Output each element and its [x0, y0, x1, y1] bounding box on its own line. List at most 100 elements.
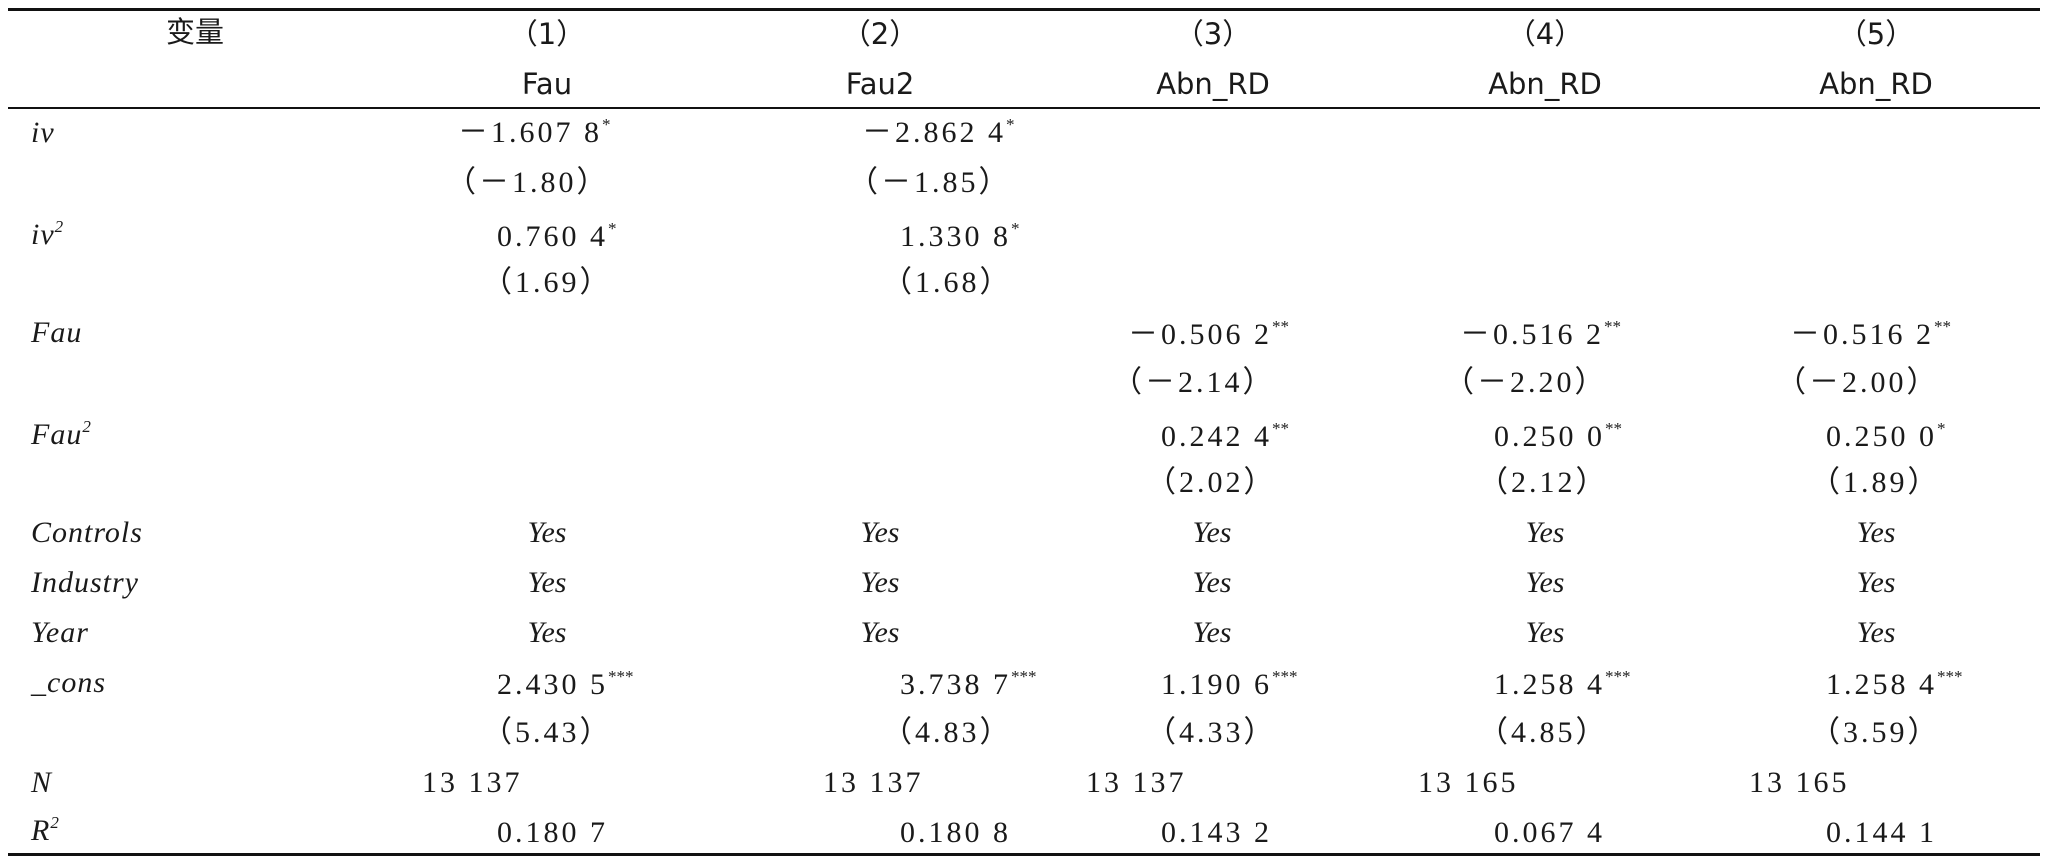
- header-col-4-number: （4）: [1506, 17, 1584, 51]
- header-col-1-name: Fau: [521, 67, 573, 101]
- tstat-iv-col2: （－1.85）: [848, 166, 1012, 199]
- significance-stars: ***: [1272, 667, 1298, 686]
- tstat-fau-col4: （－2.20）: [1444, 366, 1608, 399]
- row-label-industry: Industry: [31, 566, 139, 599]
- r2-col2: 0.180 8: [900, 816, 1011, 849]
- header-col-3-name: Abn_RD: [1156, 67, 1270, 101]
- significance-stars: *: [1006, 115, 1015, 134]
- significance-stars: *: [1011, 219, 1020, 238]
- n-col3: 13 137: [1086, 766, 1187, 799]
- header-variable-label: 变量: [165, 15, 224, 49]
- row-label-fau-squared: Fau2: [31, 417, 91, 451]
- tstat-fau2-col3: （2.02）: [1146, 466, 1277, 499]
- label-superscript: 2: [82, 417, 91, 436]
- tstat-cons-col2: （4.83）: [882, 716, 1013, 749]
- coef-fau2-col3: 0.242 4**: [1161, 420, 1289, 453]
- tstat-fau2-col5: （1.89）: [1810, 466, 1941, 499]
- n-col5: 13 165: [1749, 766, 1850, 799]
- tstat-cons-col1: （5.43）: [482, 716, 613, 749]
- label-text: Fau: [31, 418, 83, 451]
- row-label-r-squared: R2: [31, 814, 59, 847]
- year-col1: Yes: [527, 616, 567, 649]
- header-col-5-name: Abn_RD: [1819, 67, 1933, 101]
- coef-value: 1.258 4: [1494, 668, 1605, 701]
- header-col-4-name: Abn_RD: [1488, 67, 1602, 101]
- coef-fau-col4: －0.516 2**: [1460, 317, 1621, 351]
- controls-col1: Yes: [527, 516, 567, 549]
- row-label-cons: _cons: [31, 666, 106, 699]
- coef-value: 0.760 4: [497, 220, 608, 253]
- r2-col3: 0.143 2: [1161, 816, 1272, 849]
- year-col3: Yes: [1192, 616, 1232, 649]
- significance-stars: **: [1604, 317, 1621, 336]
- coef-value: 1.330 8: [900, 220, 1011, 253]
- significance-stars: *: [608, 219, 617, 238]
- label-text: iv: [31, 218, 55, 251]
- coef-iv2-col2: 1.330 8*: [900, 219, 1020, 253]
- top-rule: [8, 8, 2040, 11]
- n-col2: 13 137: [823, 766, 924, 799]
- significance-stars: ***: [1937, 667, 1963, 686]
- coef-value: 0.242 4: [1161, 420, 1272, 453]
- coef-fau2-col4: 0.250 0**: [1494, 420, 1622, 453]
- label-superscript: 2: [54, 217, 64, 236]
- industry-col3: Yes: [1192, 566, 1232, 599]
- coef-fau2-col5: 0.250 0*: [1826, 419, 1946, 453]
- r2-col5: 0.144 1: [1826, 816, 1937, 849]
- header-col-2-name: Fau2: [845, 67, 915, 101]
- coef-value: －0.516 2: [1790, 318, 1934, 351]
- significance-stars: ***: [1605, 667, 1631, 686]
- tstat-cons-col4: （4.85）: [1478, 716, 1609, 749]
- row-label-iv-squared: iv2: [31, 217, 64, 251]
- tstat-fau-col5: （－2.00）: [1776, 366, 1940, 399]
- coef-value: 1.190 6: [1161, 668, 1272, 701]
- n-col1: 13 137: [422, 766, 523, 799]
- industry-col4: Yes: [1525, 566, 1565, 599]
- industry-col1: Yes: [527, 566, 567, 599]
- significance-stars: ***: [1011, 667, 1037, 686]
- coef-iv-col2: －2.862 4*: [862, 115, 1015, 148]
- coef-value: 0.250 0: [1826, 420, 1937, 453]
- bottom-rule: [8, 853, 2040, 856]
- header-col-5-number: （5）: [1837, 17, 1915, 51]
- coef-cons-col1: 2.430 5***: [497, 668, 634, 701]
- header-col-1-number: （1）: [508, 17, 586, 51]
- coef-value: －0.506 2: [1128, 318, 1272, 351]
- r2-col1: 0.180 7: [497, 816, 608, 849]
- coef-value: －1.607 8: [458, 116, 602, 149]
- tstat-iv-col1: （－1.80）: [446, 166, 610, 199]
- coef-cons-col3: 1.190 6***: [1161, 667, 1298, 701]
- n-col4: 13 165: [1418, 766, 1519, 799]
- label-text: R: [31, 814, 51, 847]
- industry-col5: Yes: [1856, 566, 1896, 599]
- controls-col4: Yes: [1525, 516, 1565, 549]
- significance-stars: *: [1937, 419, 1946, 438]
- year-col5: Yes: [1856, 616, 1896, 649]
- header-col-3-number: （3）: [1174, 17, 1252, 51]
- industry-col2: Yes: [860, 566, 900, 599]
- significance-stars: **: [1272, 317, 1289, 336]
- tstat-iv2-col1: （1.69）: [482, 266, 613, 299]
- row-label-year: Year: [31, 616, 89, 649]
- header-rule: [8, 107, 2040, 109]
- coef-value: 2.430 5: [497, 668, 608, 701]
- tstat-iv2-col2: （1.68）: [882, 266, 1013, 299]
- header-col-2-number: （2）: [841, 17, 919, 51]
- coef-value: －0.516 2: [1460, 318, 1604, 351]
- coef-cons-col4: 1.258 4***: [1494, 667, 1631, 701]
- coef-fau-col3: －0.506 2**: [1128, 317, 1289, 351]
- coef-cons-col2: 3.738 7***: [900, 667, 1037, 701]
- coef-value: 0.250 0: [1494, 420, 1605, 453]
- row-label-iv: iv: [31, 116, 55, 149]
- row-label-controls: Controls: [31, 516, 143, 549]
- r2-col4: 0.067 4: [1494, 816, 1605, 849]
- coef-iv-col1: －1.607 8*: [458, 116, 611, 149]
- coef-value: 3.738 7: [900, 668, 1011, 701]
- controls-col5: Yes: [1856, 516, 1896, 549]
- year-col4: Yes: [1525, 616, 1565, 649]
- significance-stars: **: [1934, 317, 1951, 336]
- coef-value: 1.258 4: [1826, 668, 1937, 701]
- row-label-fau: Fau: [31, 316, 83, 349]
- tstat-cons-col3: （4.33）: [1146, 716, 1277, 749]
- coef-fau-col5: －0.516 2**: [1790, 317, 1951, 351]
